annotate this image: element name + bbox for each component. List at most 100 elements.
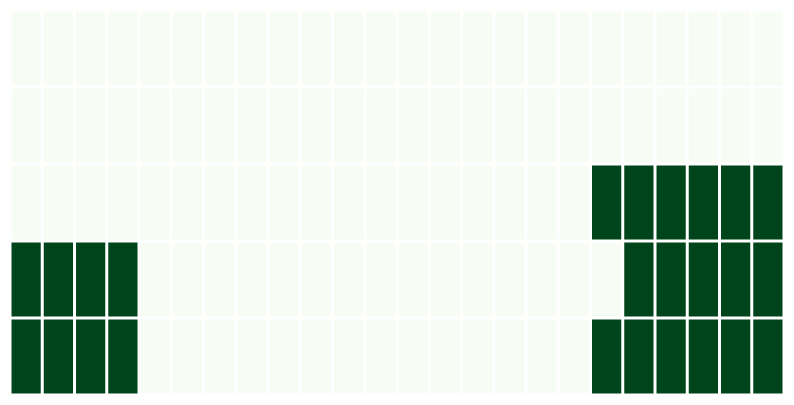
heatmap-cell bbox=[495, 242, 525, 317]
heatmap-cell bbox=[753, 165, 783, 240]
heatmap-cell bbox=[527, 88, 557, 163]
heatmap-cell bbox=[301, 88, 331, 163]
heatmap-cell bbox=[624, 319, 654, 394]
heatmap-cell bbox=[76, 242, 106, 317]
heatmap-cell bbox=[495, 88, 525, 163]
heatmap-cell bbox=[172, 242, 202, 317]
heatmap-cell bbox=[11, 319, 41, 394]
heatmap-cell bbox=[753, 88, 783, 163]
heatmap-cell bbox=[366, 165, 396, 240]
heatmap-cell bbox=[527, 165, 557, 240]
heatmap-cell bbox=[463, 319, 493, 394]
heatmap-cell bbox=[430, 165, 460, 240]
heatmap-cell bbox=[495, 11, 525, 86]
heatmap-cell bbox=[398, 242, 428, 317]
heatmap-cell bbox=[592, 11, 622, 86]
heatmap-cell bbox=[43, 242, 73, 317]
heatmap-cell bbox=[269, 165, 299, 240]
heatmap-cells bbox=[11, 11, 783, 394]
heatmap-cell bbox=[76, 165, 106, 240]
heatmap-cell bbox=[301, 165, 331, 240]
heatmap-cell bbox=[43, 165, 73, 240]
heatmap-cell bbox=[172, 165, 202, 240]
heatmap-cell bbox=[559, 88, 589, 163]
heatmap-cell bbox=[11, 11, 41, 86]
heatmap-cell bbox=[463, 242, 493, 317]
heatmap-cell bbox=[43, 88, 73, 163]
heatmap-cell bbox=[334, 242, 364, 317]
heatmap-cell bbox=[205, 11, 235, 86]
heatmap-cell bbox=[237, 88, 267, 163]
heatmap-cell bbox=[624, 11, 654, 86]
heatmap-cell bbox=[559, 242, 589, 317]
heatmap-cell bbox=[721, 88, 751, 163]
heatmap-cell bbox=[398, 319, 428, 394]
heatmap-cell bbox=[721, 242, 751, 317]
heatmap-cell bbox=[366, 242, 396, 317]
heatmap-cell bbox=[140, 88, 170, 163]
heatmap-cell bbox=[592, 88, 622, 163]
heatmap-cell bbox=[108, 319, 138, 394]
heatmap-cell bbox=[398, 88, 428, 163]
heatmap-cell bbox=[334, 88, 364, 163]
heatmap-cell bbox=[237, 242, 267, 317]
heatmap-cell bbox=[76, 319, 106, 394]
heatmap-cell bbox=[624, 88, 654, 163]
heatmap-cell bbox=[527, 319, 557, 394]
heatmap-cell bbox=[592, 165, 622, 240]
heatmap-cell bbox=[11, 165, 41, 240]
heatmap-cell bbox=[398, 11, 428, 86]
heatmap-cell bbox=[495, 165, 525, 240]
heatmap-cell bbox=[237, 319, 267, 394]
heatmap-cell bbox=[108, 11, 138, 86]
heatmap-cell bbox=[301, 242, 331, 317]
heatmap-cell bbox=[656, 88, 686, 163]
heatmap-cell bbox=[398, 165, 428, 240]
heatmap-cell bbox=[430, 319, 460, 394]
heatmap-cell bbox=[237, 165, 267, 240]
heatmap-cell bbox=[140, 11, 170, 86]
heatmap-cell bbox=[721, 165, 751, 240]
heatmap-cell bbox=[688, 319, 718, 394]
heatmap-cell bbox=[527, 11, 557, 86]
heatmap-cell bbox=[624, 242, 654, 317]
heatmap-cell bbox=[205, 165, 235, 240]
heatmap-cell bbox=[108, 88, 138, 163]
heatmap-cell bbox=[76, 88, 106, 163]
heatmap-cell bbox=[140, 242, 170, 317]
heatmap-cell bbox=[140, 319, 170, 394]
heatmap-cell bbox=[753, 319, 783, 394]
heatmap-cell bbox=[108, 165, 138, 240]
heatmap-cell bbox=[334, 11, 364, 86]
heatmap-cell bbox=[269, 11, 299, 86]
heatmap-cell bbox=[301, 11, 331, 86]
heatmap-cell bbox=[463, 88, 493, 163]
heatmap-cell bbox=[656, 319, 686, 394]
heatmap-cell bbox=[688, 165, 718, 240]
heatmap-cell bbox=[366, 88, 396, 163]
heatmap-cell bbox=[366, 319, 396, 394]
heatmap-cell bbox=[688, 11, 718, 86]
heatmap-cell bbox=[559, 165, 589, 240]
heatmap-cell bbox=[430, 11, 460, 86]
heatmap-cell bbox=[301, 319, 331, 394]
heatmap-cell bbox=[205, 319, 235, 394]
heatmap-cell bbox=[334, 165, 364, 240]
heatmap-cell bbox=[688, 242, 718, 317]
heatmap-cell bbox=[688, 88, 718, 163]
heatmap-cell bbox=[172, 11, 202, 86]
heatmap-cell bbox=[721, 11, 751, 86]
heatmap-cell bbox=[140, 165, 170, 240]
heatmap-cell bbox=[205, 88, 235, 163]
heatmap-cell bbox=[624, 165, 654, 240]
heatmap-cell bbox=[172, 88, 202, 163]
heatmap-cell bbox=[43, 11, 73, 86]
heatmap-cell bbox=[656, 242, 686, 317]
heatmap-cell bbox=[753, 11, 783, 86]
heatmap-cell bbox=[430, 88, 460, 163]
heatmap-cell bbox=[172, 319, 202, 394]
heatmap-cell bbox=[43, 319, 73, 394]
heatmap-cell bbox=[430, 242, 460, 317]
heatmap-cell bbox=[592, 242, 622, 317]
